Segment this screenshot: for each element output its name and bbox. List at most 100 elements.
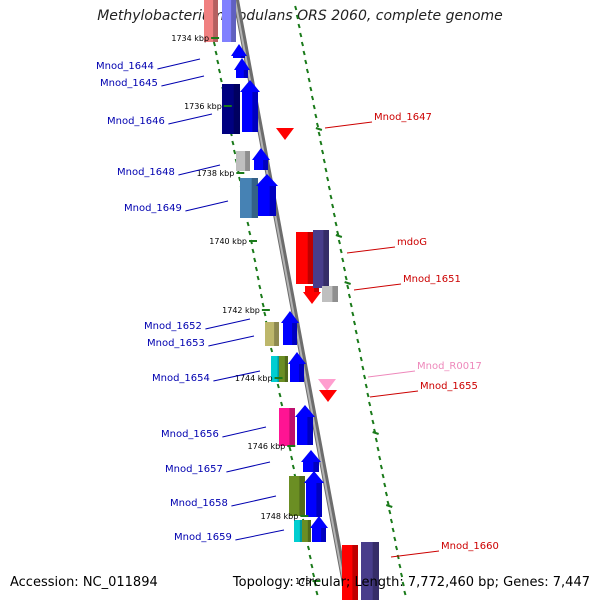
gene-block: [281, 311, 299, 345]
right-rail-dot: [305, 68, 310, 74]
connector-right: [367, 370, 416, 378]
gene-block-body: [204, 0, 218, 42]
left-rail-dot: [251, 248, 255, 254]
gene-block-body: [313, 230, 329, 288]
right-rail-dot: [403, 590, 407, 596]
gene-block-head: [281, 311, 299, 323]
right-rail-dot: [394, 545, 399, 551]
topology-text: Topology: circular; Length: 7,772,460 bp…: [232, 575, 590, 590]
left-gene-label: Mnod_1648: [117, 167, 175, 178]
connector-right: [324, 121, 373, 129]
gene-block-head: [318, 379, 336, 391]
right-rail-dot: [321, 149, 325, 155]
connector-left: [226, 461, 271, 473]
gene-block: [303, 286, 321, 304]
gene-block-shade: [243, 68, 248, 78]
right-rail-dot: [383, 482, 387, 488]
gene-block-body: [302, 520, 311, 542]
right-rail-dot: [317, 131, 321, 137]
gene-block: [256, 174, 278, 216]
gene-block: [361, 542, 379, 600]
left-gene-label: Mnod_1656: [161, 429, 219, 440]
right-rail-dot: [312, 104, 316, 110]
right-rail-dot: [310, 95, 315, 101]
connector-left: [205, 318, 251, 330]
gene-block-shade: [263, 158, 268, 170]
right-gene-label: Mnod_1647: [374, 112, 432, 123]
gene-block-shade: [245, 151, 250, 171]
gene-block-shade: [299, 362, 304, 382]
right-rail-dot: [400, 572, 404, 578]
gene-block-head: [295, 405, 315, 417]
right-rail-dot: [294, 5, 298, 11]
left-rail-dot: [212, 41, 216, 47]
gene-block-shade: [299, 476, 305, 516]
gene-block-head: [276, 128, 294, 140]
right-rail-dot: [374, 437, 378, 443]
right-rail-dot: [347, 293, 352, 299]
right-rail-dot: [398, 563, 402, 569]
gene-block-body: [265, 322, 279, 346]
tick-label: 1746 kbp: [248, 442, 286, 451]
gene-block: [231, 44, 247, 58]
gene-block-head: [301, 450, 321, 462]
gene-block-head: [304, 471, 324, 483]
right-rail-dot: [379, 464, 383, 470]
gene-block-body: [306, 481, 322, 517]
gene-block-head: [310, 516, 328, 528]
gene-block-body: [361, 542, 379, 600]
gene-block: [294, 520, 303, 542]
left-rail-dot: [258, 284, 262, 290]
connector-left: [222, 426, 267, 438]
gene-block-head: [252, 148, 270, 160]
left-rail-dot: [233, 149, 237, 155]
right-rail-tick: [372, 431, 379, 435]
gene-block: [304, 471, 324, 517]
tick-label: 1736 kbp: [184, 102, 222, 111]
gene-block-shade: [299, 520, 303, 542]
right-rail-dot: [342, 266, 346, 272]
tick-label: 1740 kbp: [209, 237, 247, 246]
label-connectors: [157, 58, 440, 558]
right-rail-dot: [359, 356, 363, 362]
left-rail-dot: [315, 590, 319, 596]
gene-block: [302, 520, 311, 542]
right-rail-dot: [364, 383, 368, 389]
gene-block-shade: [307, 415, 313, 445]
gene-block: [295, 405, 315, 445]
left-rail-dot: [219, 77, 223, 83]
tick-label: 1742 kbp: [222, 306, 260, 315]
right-rail-dot: [337, 239, 341, 245]
right-rail-dot: [341, 257, 345, 263]
gene-block: [301, 450, 321, 472]
left-rail-dot: [231, 140, 235, 146]
right-rail-dot: [304, 59, 308, 65]
left-gene-label: Mnod_1654: [152, 373, 210, 384]
gene-block-head: [256, 174, 278, 186]
right-rail-tick: [344, 281, 351, 285]
gene-block-shade: [251, 178, 258, 218]
right-gene-label: Mnod_1651: [403, 274, 461, 285]
connector-left: [168, 113, 213, 125]
left-rail-dot: [254, 266, 258, 272]
gene-block-body: [290, 362, 304, 382]
right-rail-dot: [307, 77, 311, 83]
gene-block-shade: [231, 0, 236, 42]
right-rail-dot: [391, 527, 395, 533]
left-rail-dot: [276, 383, 280, 389]
left-rail-dot: [261, 302, 265, 308]
gene-block: [289, 476, 305, 516]
gene-block: [236, 151, 250, 171]
right-rail-dot: [327, 185, 331, 191]
left-rail-dot: [248, 230, 252, 236]
right-rail-dot: [309, 86, 313, 92]
connector-left: [185, 200, 229, 212]
right-rail-dot: [334, 221, 338, 227]
left-rail-dot: [259, 293, 264, 299]
tick-label: 1738 kbp: [197, 169, 235, 178]
left-rail-dot: [306, 545, 311, 551]
right-rail-tick: [335, 234, 343, 238]
gene-block-body: [242, 90, 258, 132]
left-rail-dot: [312, 572, 316, 578]
gene-block: [319, 390, 337, 402]
